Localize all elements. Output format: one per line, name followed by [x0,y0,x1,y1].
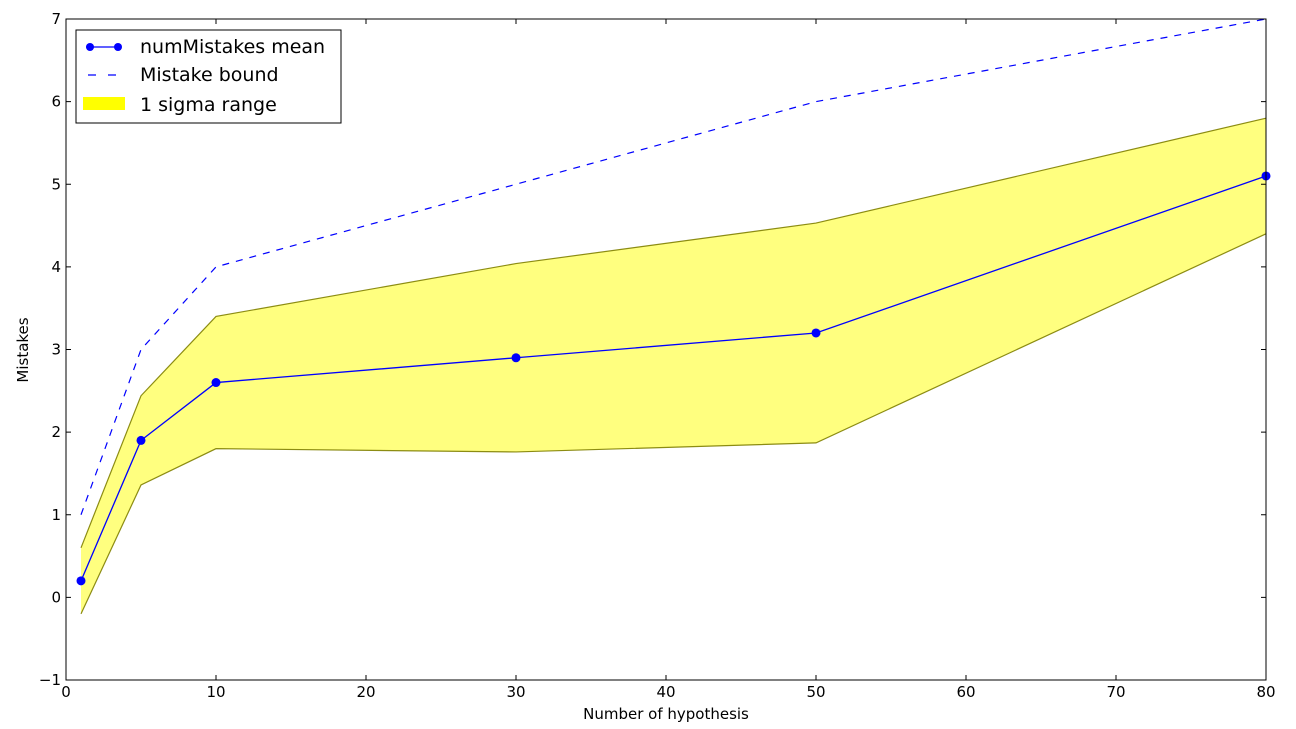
sigma-band-upper-edge [80,117,1267,549]
y-tick-label: 1 [51,506,61,524]
x-axis-label: Number of hypothesis [583,705,749,723]
x-tick-label: 20 [356,683,375,701]
sigma-band-lower-edge [80,233,1267,615]
x-tick-label: 10 [206,683,225,701]
sigma-band [81,118,1266,614]
y-tick-label: 3 [51,341,61,359]
legend-mean-marker-left [86,43,94,51]
x-tick-label: 50 [806,683,825,701]
x-tick-label: 70 [1106,683,1125,701]
x-tick-label: 0 [61,683,71,701]
legend-mean-marker-right [114,43,122,51]
series-lines-layer [76,18,1271,586]
legend-label-mean: numMistakes mean [140,36,325,58]
mean-point [811,328,821,338]
legend: numMistakes mean Mistake bound 1 sigma r… [75,29,342,124]
mean-point [511,353,521,363]
y-tick-label: 2 [51,423,61,441]
x-tick-label: 40 [656,683,675,701]
y-axis-label: Mistakes [14,317,32,382]
mean-line [80,175,1267,582]
legend-sigma-swatch [83,97,125,110]
legend-label-bound: Mistake bound [140,64,279,86]
x-tick-label: 80 [1256,683,1275,701]
mistake-bound-line [80,18,1267,515]
y-tick-label: 7 [51,10,61,28]
y-tick-label: 6 [51,93,61,111]
y-tick-label: 5 [51,175,61,193]
mean-point [136,435,146,445]
mean-point [76,576,86,586]
sigma-band-layer [80,117,1267,615]
legend-label-sigma: 1 sigma range [140,94,277,116]
y-tick-label: −1 [39,671,61,689]
mean-point [211,378,221,388]
x-tick-label: 60 [956,683,975,701]
y-tick-label: 0 [51,588,61,606]
plot-frame [65,18,1267,681]
x-tick-label: 30 [506,683,525,701]
y-tick-label: 4 [51,258,61,276]
